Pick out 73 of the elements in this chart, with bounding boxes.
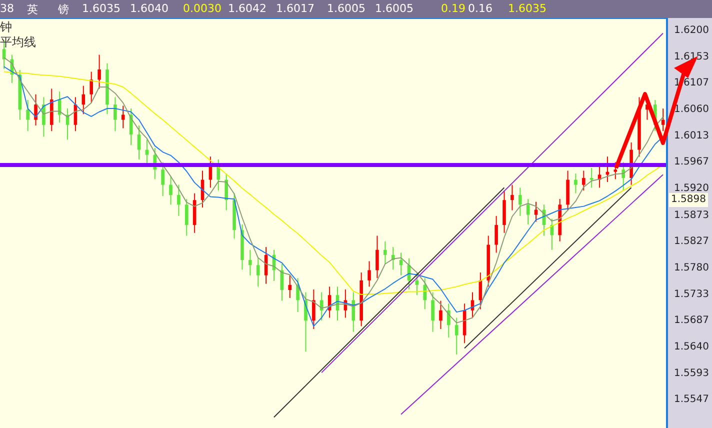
candlestick [383,240,387,264]
candlestick [34,94,38,126]
y-tick-label: 1.6060 [674,104,709,116]
y-tick-label: 1.5547 [674,394,709,406]
candlestick [304,292,308,352]
candlestick [256,258,260,288]
y-tick-label: 1.5827 [674,236,709,247]
candlestick [574,173,578,194]
y-tick-label: 1.5687 [674,314,709,326]
candlestick [224,173,228,211]
candlestick [518,187,522,216]
text: 1.6035 [508,2,546,15]
annotation: 平均线 [0,34,36,51]
text: 1.6042 [228,2,266,15]
text: 0.0030 [183,2,222,15]
candlestick [137,124,141,160]
text: 38 [0,2,14,15]
candlestick [145,139,149,166]
candlestick [534,201,538,222]
y-tick-label: 1.6200 [674,24,709,36]
text: 英 [27,2,38,17]
candlestick [550,218,554,250]
y-tick-label: 1.5920 [674,183,709,194]
candlestick [114,96,117,132]
candlestick [510,184,514,211]
candlestick [399,252,403,276]
candlestick [248,249,252,276]
candlestick [614,162,618,180]
text: 0.19 [441,2,466,15]
candlestick [454,317,458,355]
annotation: 1.5898 [669,193,708,208]
candlestick [90,71,93,104]
candlestick [26,100,30,132]
text: 0.16 [468,2,492,15]
annotation: 钟 [0,19,12,36]
candlestick [526,198,530,225]
candlestick [661,108,665,132]
y-tick-label: 1.5640 [674,342,709,353]
candlestick [622,162,626,191]
candlestick [423,278,426,310]
candlestick [320,292,324,322]
candlestick [121,105,125,129]
y-tick-label: 1.6013 [674,130,709,142]
y-tick-label: 1.5873 [674,210,709,221]
text: 1.6005 [327,2,366,15]
text: 1.6005 [375,2,414,15]
candlestick [288,274,292,298]
text: 1.6040 [130,2,168,15]
candlestick [98,54,101,90]
candlestick [82,85,86,115]
text: 1.6017 [276,2,314,15]
candlestick [177,184,180,216]
candlestick [431,292,434,332]
candlestick [169,176,172,206]
candlestick [368,260,371,288]
y-tick-label: 1.6153 [674,51,709,62]
candlestick [352,292,356,332]
candlestick [376,235,379,279]
candlestick [447,303,450,338]
text: 1.6035 [82,2,120,15]
candlestick [582,170,586,191]
candlestick [415,272,419,296]
candlestick [439,300,442,330]
y-tick-label: 1.5733 [674,288,709,300]
y-tick-label: 1.5780 [674,262,709,274]
candlestick [494,215,498,254]
y-tick-label: 1.5967 [674,156,709,168]
candlestick [161,162,164,197]
candlestick [42,96,46,138]
text: 镑 [58,2,69,17]
candlestick [312,288,316,330]
y-tick-label: 1.5593 [674,368,709,380]
candlestick [184,198,188,236]
